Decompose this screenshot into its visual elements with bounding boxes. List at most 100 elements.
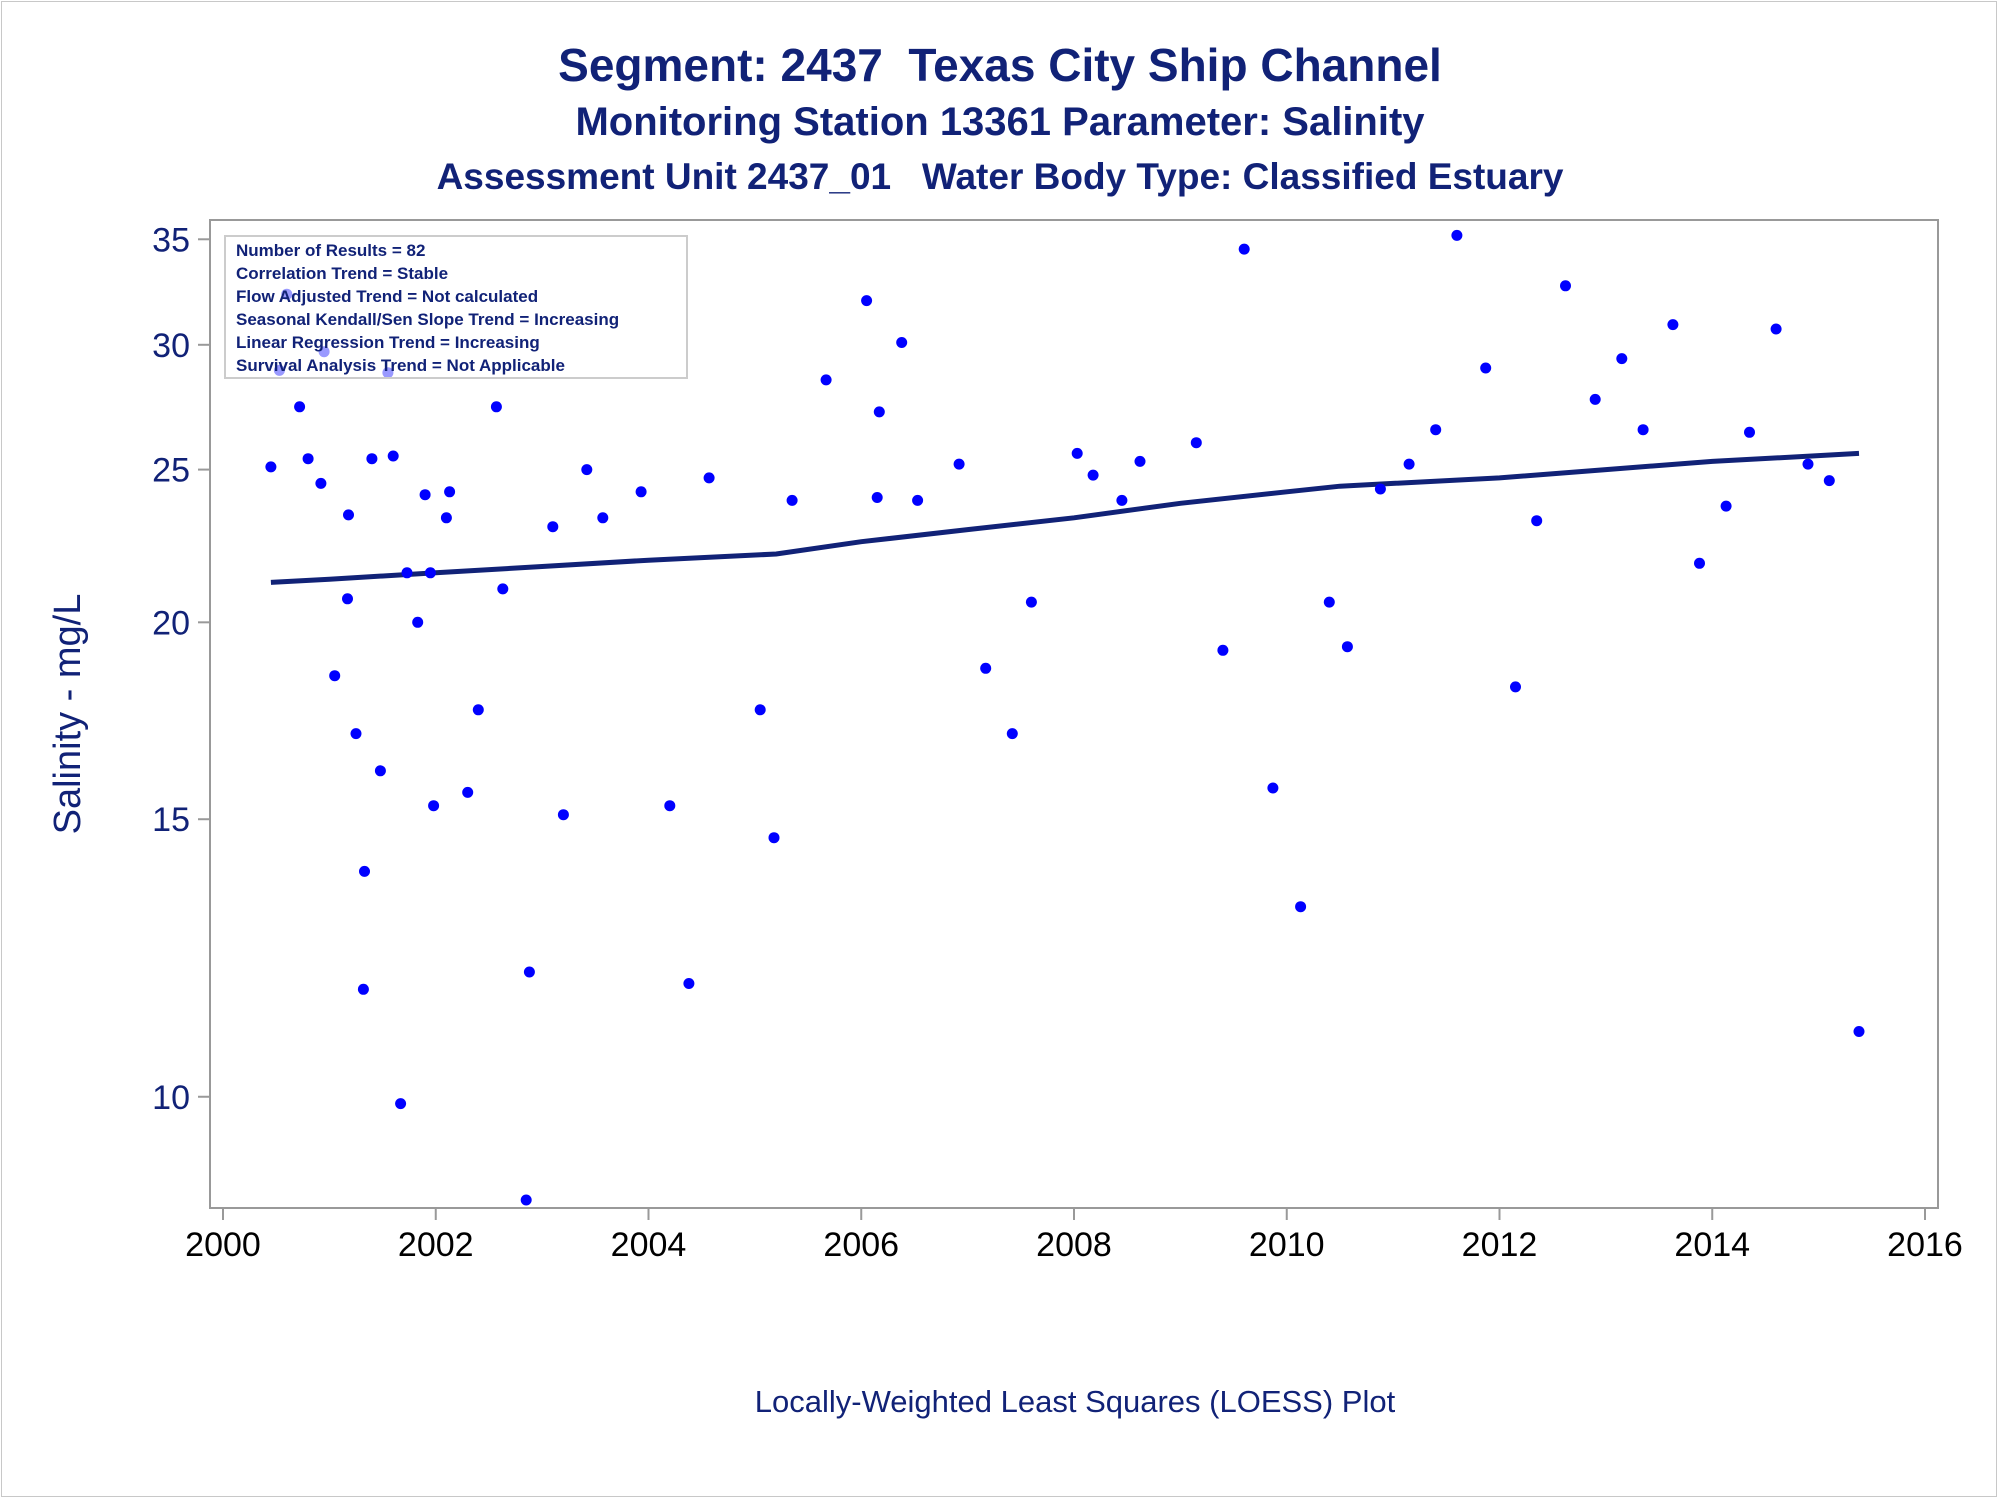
data-point [597, 512, 609, 524]
data-point [1744, 426, 1755, 438]
data-point [387, 450, 399, 462]
stats-line: Flow Adjusted Trend = Not calculated [236, 287, 538, 306]
stats-box-border [224, 235, 688, 379]
y-tick-label: 10 [152, 1079, 190, 1117]
data-point [1116, 494, 1128, 506]
data-point [754, 704, 766, 716]
data-point [1267, 782, 1279, 794]
data-point [1667, 319, 1679, 331]
stats-line: Correlation Trend = Stable [236, 264, 448, 283]
data-point [395, 1098, 407, 1110]
data-point [703, 472, 715, 484]
chart-subtitle-assessment: Assessment Unit 2437_01 Water Body Type:… [436, 156, 1564, 197]
y-tick-label: 30 [152, 327, 190, 365]
data-point [374, 765, 386, 777]
data-point [683, 978, 695, 989]
data-point [462, 786, 474, 798]
data-point [873, 406, 885, 418]
data-point [768, 832, 780, 844]
data-point [1451, 229, 1463, 241]
data-point [1560, 280, 1571, 292]
stats-box: Number of Results = 82 Correlation Trend … [224, 235, 688, 379]
data-point [342, 593, 353, 605]
data-point [412, 616, 424, 628]
x-axis: 2000 2002 2004 2006 2008 2010 2012 2014 2016 [185, 1208, 1963, 1264]
data-point [912, 494, 924, 506]
data-point [329, 670, 341, 682]
stats-line: Number of Results = 82 [236, 241, 425, 260]
data-point [490, 401, 502, 413]
data-point [861, 295, 873, 307]
data-point [520, 1194, 532, 1206]
data-point [896, 337, 908, 348]
y-axis-label: Salinity - mg/L [47, 594, 89, 835]
data-point [786, 494, 798, 506]
data-point [664, 800, 676, 812]
loess-trend [270, 450, 1860, 585]
data-point [547, 521, 559, 533]
data-point [428, 800, 440, 812]
data-point [1134, 455, 1146, 467]
x-tick-label: 2016 [1887, 1226, 1963, 1264]
chart-title: Segment: 2437 Texas City Ship Channel [558, 39, 1442, 91]
data-point [357, 983, 369, 995]
footnote: Locally-Weighted Least Squares (LOESS) P… [755, 1384, 1396, 1419]
data-point [1217, 644, 1229, 656]
data-point [1480, 362, 1492, 374]
data-point [265, 461, 277, 473]
data-point [440, 512, 452, 524]
data-point [1823, 475, 1835, 487]
data-point [1853, 1026, 1865, 1037]
data-point [1430, 424, 1442, 436]
data-points [265, 229, 1865, 1206]
data-point [1637, 424, 1649, 436]
y-axis: 10 15 20 25 30 35 [152, 221, 210, 1117]
y-tick-label: 20 [152, 604, 190, 642]
data-point [302, 453, 314, 465]
data-point [635, 486, 647, 498]
data-point [424, 567, 436, 579]
x-tick-label: 2012 [1462, 1226, 1538, 1264]
data-point [1770, 323, 1782, 335]
data-point [315, 477, 327, 489]
data-point [472, 704, 484, 716]
data-point [557, 809, 569, 821]
data-point [1238, 243, 1250, 255]
data-point [980, 662, 992, 674]
data-point [1341, 641, 1353, 653]
data-point [359, 865, 370, 877]
data-point [523, 966, 535, 978]
y-tick-label: 15 [152, 801, 190, 839]
data-point [1190, 437, 1202, 449]
data-point [1295, 901, 1307, 913]
data-point [953, 458, 965, 470]
chart-subtitle-station: Monitoring Station 13361 Parameter: Sali… [575, 100, 1425, 144]
data-point [444, 486, 456, 498]
data-point [1694, 557, 1705, 569]
data-point [1323, 596, 1335, 608]
x-tick-label: 2008 [1036, 1226, 1112, 1264]
data-point [1025, 596, 1037, 608]
data-point [1589, 393, 1601, 405]
data-point [1374, 483, 1386, 495]
data-point [1802, 458, 1814, 470]
stats-line: Survival Analysis Trend = Not Applicable [236, 356, 565, 375]
x-tick-label: 2006 [823, 1226, 899, 1264]
x-tick-label: 2014 [1674, 1226, 1750, 1264]
data-point [871, 492, 883, 503]
x-tick-label: 2004 [611, 1226, 687, 1264]
data-point [1071, 447, 1083, 459]
data-point [350, 728, 362, 740]
y-tick-label: 35 [152, 221, 190, 259]
data-point [1006, 728, 1018, 740]
data-point [1720, 500, 1732, 512]
data-point [1616, 353, 1628, 365]
stats-line: Seasonal Kendall/Sen Slope Trend = Incre… [236, 310, 619, 329]
data-point [581, 464, 593, 476]
x-tick-label: 2010 [1249, 1226, 1325, 1264]
data-point [419, 489, 431, 501]
loess-line [270, 450, 1860, 585]
data-point [497, 583, 509, 595]
